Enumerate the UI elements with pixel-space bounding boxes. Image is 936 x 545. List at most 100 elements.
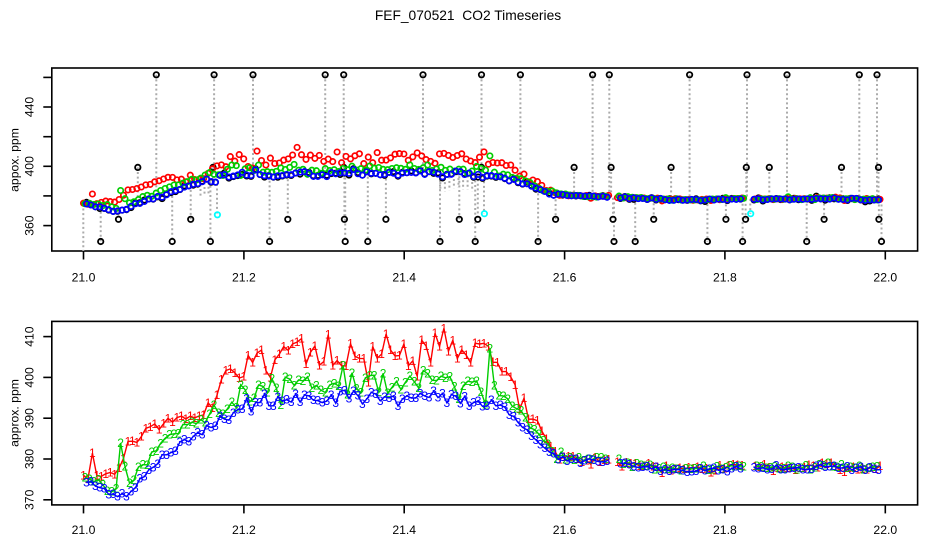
svg-text:1: 1 [490,355,497,369]
svg-text:2: 2 [509,399,516,413]
svg-text:1: 1 [316,358,323,372]
svg-text:2: 2 [104,484,111,498]
svg-text:2: 2 [754,459,761,473]
svg-text:1: 1 [525,412,532,426]
svg-text:1: 1 [369,339,376,353]
svg-text:1: 1 [819,456,826,470]
svg-text:410: 410 [23,326,37,347]
svg-text:2: 2 [727,459,734,473]
svg-text:3: 3 [853,461,860,475]
svg-text:1: 1 [347,337,354,351]
svg-text:3: 3 [372,387,379,401]
svg-text:3: 3 [786,461,793,475]
svg-text:3: 3 [475,394,482,408]
svg-text:3: 3 [568,452,575,466]
svg-text:2: 2 [358,386,365,400]
svg-text:2: 2 [820,459,827,473]
svg-text:3: 3 [172,444,179,458]
svg-text:1: 1 [716,459,723,473]
svg-text:2: 2 [317,383,324,397]
svg-text:3: 3 [702,464,709,478]
svg-text:1: 1 [752,459,759,473]
svg-text:3: 3 [292,387,299,401]
svg-text:1: 1 [694,460,701,474]
svg-text:1: 1 [814,460,821,474]
svg-text:2: 2 [375,385,382,399]
svg-text:2: 2 [117,436,124,450]
svg-text:2: 2 [794,462,801,476]
svg-text:1: 1 [521,391,528,405]
svg-text:2: 2 [442,371,449,385]
svg-text:3: 3 [363,392,370,406]
svg-text:1: 1 [828,456,835,470]
svg-text:3: 3 [92,479,99,493]
svg-text:2: 2 [331,376,338,390]
svg-text:2: 2 [260,379,267,393]
svg-text:3: 3 [817,458,824,472]
svg-text:1: 1 [636,459,643,473]
svg-text:1: 1 [503,365,510,379]
svg-text:2: 2 [255,378,262,392]
svg-text:1: 1 [231,366,238,380]
svg-text:3: 3 [132,481,139,495]
svg-text:2: 2 [576,450,583,464]
svg-text:2: 2 [184,418,191,432]
svg-text:3: 3 [399,392,406,406]
svg-text:2: 2 [148,445,155,459]
svg-text:1: 1 [792,463,799,477]
svg-text:2: 2 [469,375,476,389]
svg-text:3: 3 [257,396,264,410]
svg-text:3: 3 [533,433,540,447]
svg-text:1: 1 [427,356,434,370]
svg-text:3: 3 [466,399,473,413]
svg-text:3: 3 [266,399,273,413]
svg-text:3: 3 [826,459,833,473]
svg-text:3: 3 [381,390,388,404]
svg-text:1: 1 [841,465,848,479]
svg-text:3: 3 [808,462,815,476]
svg-text:2: 2 [722,460,729,474]
svg-text:2: 2 [393,374,400,388]
svg-text:21.8: 21.8 [713,523,737,537]
svg-text:440: 440 [23,97,37,118]
svg-text:1: 1 [285,343,292,357]
svg-text:1: 1 [205,396,212,410]
svg-text:3: 3 [435,391,442,405]
svg-text:2: 2 [447,370,454,384]
svg-text:3: 3 [150,460,157,474]
svg-text:1: 1 [708,466,715,480]
svg-text:3: 3 [243,392,250,406]
svg-text:3: 3 [679,463,686,477]
svg-text:1: 1 [432,326,439,340]
svg-text:3: 3 [203,419,210,433]
svg-text:3: 3 [510,410,517,424]
svg-text:1: 1 [512,378,519,392]
svg-text:1: 1 [734,458,741,472]
svg-text:3: 3 [764,462,771,476]
svg-text:1: 1 [779,460,786,474]
svg-text:22.0: 22.0 [873,271,897,285]
svg-text:3: 3 [163,448,170,462]
svg-text:21.0: 21.0 [72,271,96,285]
svg-text:1: 1 [507,370,514,384]
svg-text:21.6: 21.6 [553,271,577,285]
svg-text:1: 1 [303,357,310,371]
svg-text:3: 3 [862,463,869,477]
svg-text:2: 2 [687,462,694,476]
svg-text:3: 3 [733,460,740,474]
svg-text:3: 3 [528,429,535,443]
svg-text:1: 1 [730,458,737,472]
svg-text:2: 2 [264,386,271,400]
svg-text:3: 3 [550,447,557,461]
svg-text:2: 2 [620,457,627,471]
svg-text:2: 2 [171,427,178,441]
svg-text:1: 1 [601,453,608,467]
svg-text:3: 3 [88,474,95,488]
svg-text:3: 3 [760,461,767,475]
svg-text:3: 3 [395,399,402,413]
svg-text:2: 2 [451,379,458,393]
svg-text:3: 3 [346,392,353,406]
svg-text:3: 3 [875,463,882,477]
svg-text:2: 2 [531,423,538,437]
svg-text:2: 2 [513,402,520,416]
